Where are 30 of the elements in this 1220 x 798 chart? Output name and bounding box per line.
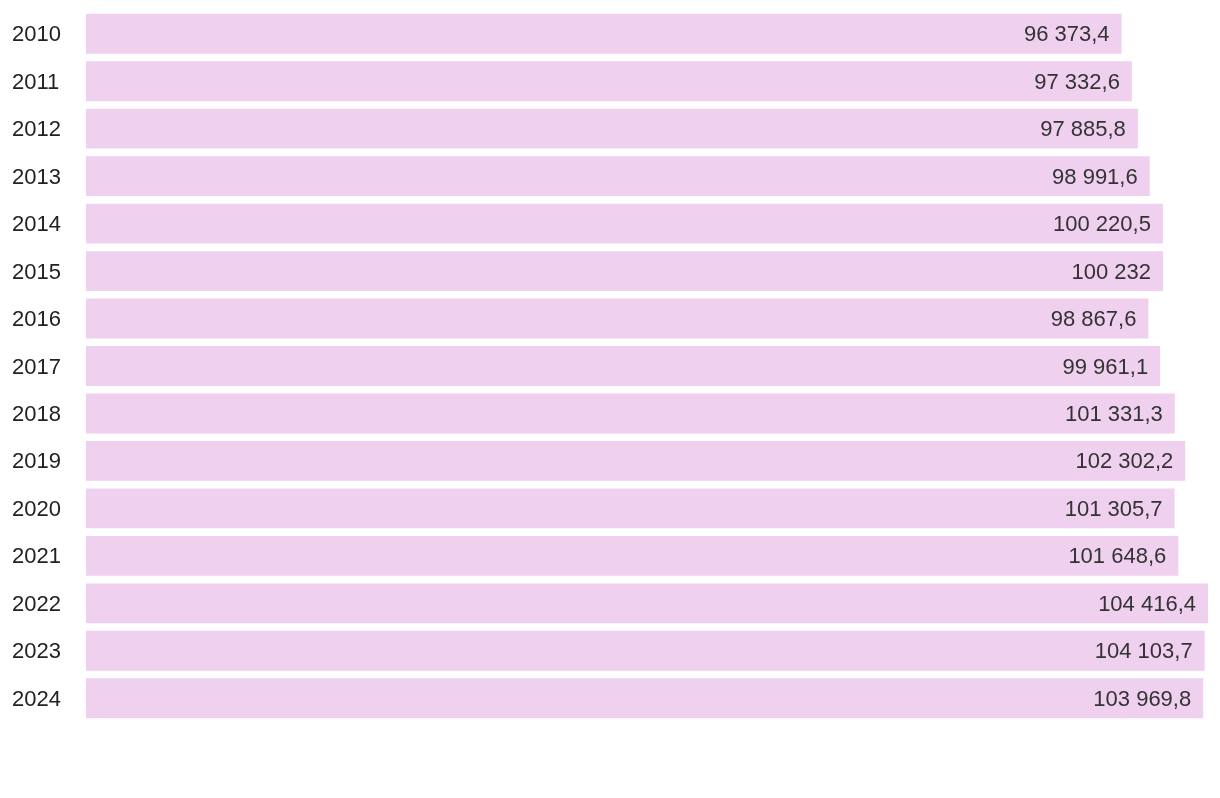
y-tick-label: 2023 (12, 638, 61, 664)
y-tick-label: 2019 (12, 448, 61, 474)
y-tick-label: 2024 (12, 685, 61, 711)
y-tick-label: 2017 (12, 353, 61, 379)
y-tick-label: 2011 (12, 68, 60, 94)
data-label: 104 103,7 (1094, 638, 1193, 664)
y-tick-label: 2022 (12, 590, 61, 616)
y-tick-label: 2021 (12, 543, 61, 569)
data-label: 101 648,6 (1068, 543, 1167, 569)
y-tick-label: 2013 (12, 163, 61, 189)
data-label: 100 220,5 (1053, 211, 1151, 237)
data-label: 97 885,8 (1040, 116, 1126, 142)
data-label: 99 961,1 (1062, 353, 1149, 379)
y-tick-label: 2012 (12, 116, 61, 142)
data-label: 98 867,6 (1050, 306, 1137, 332)
data-label: 98 991,6 (1052, 163, 1138, 189)
data-label: 101 331,3 (1064, 400, 1163, 426)
y-tick-label: 2010 (12, 21, 61, 47)
data-label: 102 302,2 (1075, 448, 1174, 474)
data-label: 96 373,4 (1023, 21, 1110, 47)
data-label: 101 305,7 (1064, 495, 1163, 521)
y-tick-label: 2016 (12, 306, 61, 332)
data-label: 97 332,6 (1034, 68, 1120, 94)
data-label: 103 969,8 (1093, 685, 1192, 711)
y-tick-label: 2014 (12, 211, 61, 237)
y-tick-label: 2020 (12, 495, 61, 521)
y-tick-label: 2018 (12, 400, 61, 426)
data-label: 100 232 (1071, 258, 1152, 284)
y-tick-label: 2015 (12, 258, 61, 284)
data-label: 104 416,4 (1098, 590, 1196, 616)
